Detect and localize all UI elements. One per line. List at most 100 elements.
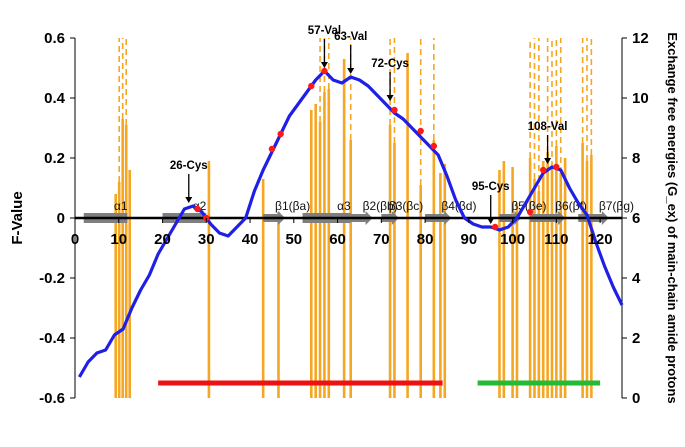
y-left-tick-label: 0 <box>57 210 65 227</box>
y-left-axis-label: F-Value <box>9 191 26 244</box>
x-tick-label: 40 <box>242 231 259 248</box>
annotation-arrow-head <box>320 62 328 68</box>
exchange-bar <box>207 161 211 398</box>
highlight-point <box>540 166 547 174</box>
annotation-arrow-head <box>185 197 193 203</box>
exchange-bar <box>537 191 541 398</box>
y-left-tick-label: 0.6 <box>44 30 65 47</box>
annotation-arrow-head <box>544 158 552 164</box>
exchange-bar <box>550 167 554 398</box>
highlight-point <box>430 142 438 150</box>
highlight-point <box>391 106 398 114</box>
exchange-bar <box>439 173 442 398</box>
highlight-point <box>553 163 560 171</box>
highlight-point <box>417 127 424 135</box>
exchange-bar <box>117 182 121 398</box>
y-left-tick-label: 0.4 <box>44 90 66 107</box>
structure-label: β2(βb) <box>363 199 398 213</box>
x-tick-label: 10 <box>110 231 127 248</box>
exchange-bar <box>114 194 117 398</box>
exchange-bar <box>318 122 322 398</box>
x-tick-label: 80 <box>417 231 434 248</box>
x-tick-label: 30 <box>198 231 215 248</box>
y-right-axis-label: Exchange free energies (G_ex) of main-ch… <box>665 32 680 403</box>
exchange-bar <box>515 203 519 398</box>
exchange-bar <box>349 140 352 398</box>
y-right-tick-label: 6 <box>632 210 640 227</box>
exchange-bar <box>314 104 317 398</box>
exchange-bar <box>533 179 536 398</box>
exchange-bar <box>310 110 313 398</box>
y-left-tick-label: 0.2 <box>44 150 65 167</box>
highlight-point <box>321 67 328 75</box>
exchange-bar <box>121 119 124 398</box>
exchange-bar <box>581 143 584 398</box>
y-right-tick-label: 10 <box>632 90 649 107</box>
exchange-bar <box>585 161 589 398</box>
y-right-tick-label: 2 <box>632 330 640 347</box>
highlight-point <box>308 82 315 90</box>
structure-label: β3(βc) <box>389 199 423 213</box>
exchange-bar <box>406 53 409 398</box>
annotation-label: 108-Val <box>528 121 568 133</box>
exchange-bar <box>128 170 131 398</box>
exchange-bar <box>498 170 501 398</box>
exchange-bar <box>393 143 396 398</box>
exchange-bar <box>323 92 326 398</box>
annotation-label: 95-Cys <box>472 181 510 193</box>
exchange-bar <box>432 140 436 398</box>
structure-label: α1 <box>114 199 128 213</box>
highlight-point <box>268 145 276 153</box>
x-tick-label: 60 <box>329 231 346 248</box>
ticks-layer: 0 10 20 30 40 50 60 70 80 90 100 110 120-0.6-0.4-0.2… <box>39 30 649 407</box>
line-layer <box>77 69 624 378</box>
x-tick-label: 70 <box>373 231 390 248</box>
x-tick-label: 90 <box>460 231 477 248</box>
exchange-bar <box>511 167 514 398</box>
y-right-tick-label: 12 <box>632 30 649 47</box>
exchange-bar <box>555 146 558 398</box>
exchange-bar <box>124 125 128 398</box>
y-left-tick-label: -0.2 <box>39 270 65 287</box>
exchange-bar <box>590 155 593 398</box>
y-right-tick-label: 0 <box>632 390 640 407</box>
exchange-bar <box>419 185 423 398</box>
x-tick-label: 120 <box>588 231 613 248</box>
x-tick-label: 110 <box>544 231 568 248</box>
y-right-tick-label: 4 <box>632 270 641 287</box>
annotation-arrow-head <box>487 218 495 224</box>
y-left-tick-label: -0.4 <box>39 330 66 347</box>
bars-layer <box>114 38 593 398</box>
f-value-line <box>77 69 624 378</box>
highlight-point <box>194 205 201 213</box>
highlight-point <box>491 223 499 231</box>
structure-label: α3 <box>337 199 351 213</box>
exchange-bar <box>502 161 506 398</box>
exchange-bar <box>261 179 265 398</box>
x-tick-label: 50 <box>285 231 302 248</box>
x-tick-label: 100 <box>500 231 525 248</box>
exchange-bar <box>388 125 392 398</box>
points-layer <box>194 67 560 231</box>
annotation-arrow-head <box>386 95 394 101</box>
annotation-label: 63-Val <box>334 31 367 43</box>
annotation-label: 26-Cys <box>170 160 208 172</box>
exchange-bar <box>528 158 532 398</box>
highlight-point <box>526 208 534 216</box>
exchange-bar <box>563 158 567 398</box>
annotation-label: 72-Cys <box>371 58 409 70</box>
structure-label: β7(βg) <box>599 199 634 213</box>
highlight-point <box>277 130 284 138</box>
exchange-bar <box>443 164 447 398</box>
structure-label: β1(βa) <box>275 199 310 213</box>
exchange-bar <box>277 212 280 398</box>
annotation-arrow-head <box>347 68 355 74</box>
exchange-bar <box>559 173 563 398</box>
exchange-bar <box>342 59 346 398</box>
exchange-bar <box>546 152 549 398</box>
y-right-tick-label: 8 <box>632 150 640 167</box>
y-left-tick-label: -0.6 <box>39 390 65 407</box>
annotation-label: 57-Val <box>308 25 341 37</box>
